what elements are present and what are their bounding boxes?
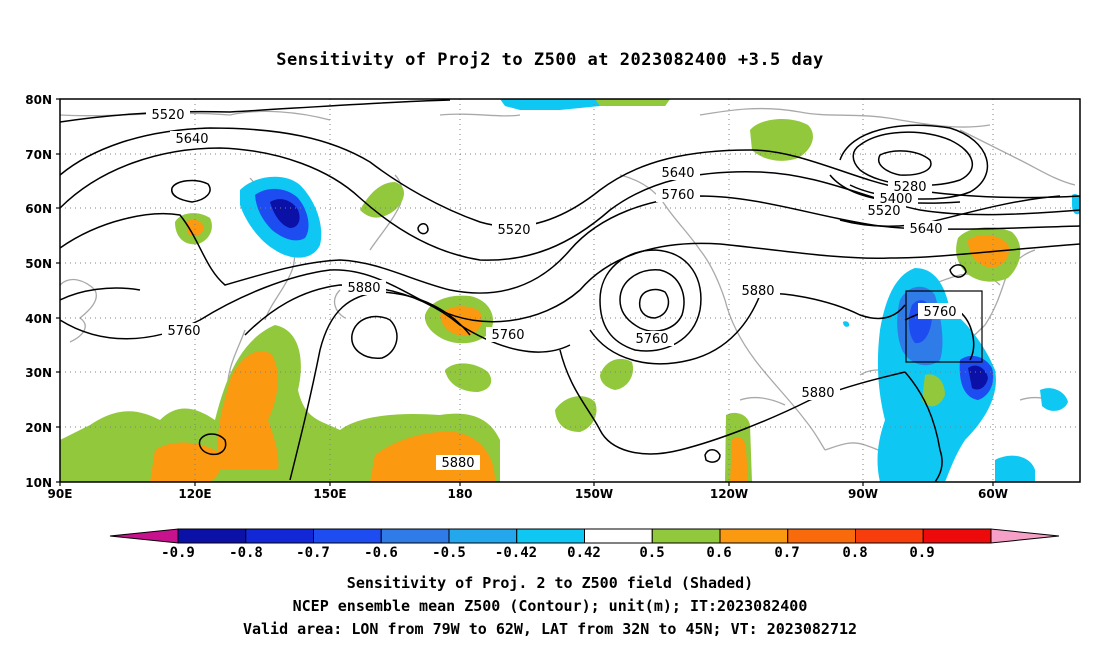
colorbar-label: -0.7 [296,545,330,561]
lat-label: 70N [25,148,52,162]
colorbar-label: -0.5 [432,545,466,561]
contour-label: 5520 [497,223,530,238]
lat-label: 60N [25,202,52,216]
colorbar-swatch [651,528,721,544]
contour-label: 5880 [347,281,380,296]
lon-label: 90W [848,487,878,501]
colorbar-label: 0.9 [909,545,934,561]
contour-label: 5760 [635,332,668,347]
z500-contours [60,99,1080,482]
colorbar-label: -0.42 [495,545,537,561]
lon-label: 120W [710,487,748,501]
caption-line-2: NCEP ensemble mean Z500 (Contour); unit(… [292,597,808,615]
map-frame [59,98,1081,483]
contour-label: 5640 [175,132,208,147]
lat-label: 50N [25,257,52,271]
colorbar-swatch [719,528,789,544]
graticule [60,99,1080,482]
colorbar-label: 0.7 [774,545,799,561]
caption-line-1: Sensitivity of Proj. 2 to Z500 field (Sh… [346,574,754,592]
lon-label: 150W [575,487,613,501]
lat-label: 30N [25,366,52,380]
colorbar-labels: -0.9 -0.8 -0.7 -0.6 -0.5 -0.42 0.42 0.5 … [161,545,935,561]
lon-label: 60W [978,487,1008,501]
colorbar-label: 0.5 [639,545,664,561]
colorbar-label: 0.6 [706,545,731,561]
axis-ticks [56,98,994,486]
contour-label: 5520 [867,204,900,219]
map-area: 5520 5640 5640 5760 5520 5280 5400 5520 … [60,99,1080,482]
colorbar-swatch [313,528,382,544]
colorbar-swatch [584,528,653,544]
map-title: Sensitivity of Proj2 to Z500 at 20230824… [276,50,824,70]
lon-labels: 90E 120E 150E 180 150W 120W 90W 60W [48,487,1008,501]
colorbar-swatch [516,528,585,544]
lon-label: 150E [313,487,346,501]
colorbar-swatch [787,528,856,544]
colorbar-swatch [245,528,314,544]
contour-label: 5640 [909,222,942,237]
contour-label-group: 5520 5640 5640 5760 5520 5280 5400 5520 … [146,107,962,471]
lon-label: 180 [447,487,472,501]
contour-label: 5760 [661,188,694,203]
colorbar-label: 0.42 [567,545,601,561]
lon-label: 120E [178,487,211,501]
colorbar-swatch [177,528,247,544]
valid-area-box [905,290,983,363]
contour-label: 5760 [923,305,956,320]
colorbar [109,528,1060,544]
colorbar-label: -0.8 [229,545,263,561]
caption-line-3: Valid area: LON from 79W to 62W, LAT fro… [242,620,858,638]
colorbar-label: 0.8 [842,545,867,561]
lat-label: 10N [25,476,52,490]
contour-label: 5520 [151,108,184,123]
contour-label: 5760 [167,324,200,339]
contour-label: 5760 [491,328,524,343]
contour-label: 5880 [741,284,774,299]
lat-labels: 80N 70N 60N 50N 40N 30N 20N 10N [25,93,52,490]
lat-label: 80N [25,93,52,107]
colorbar-label: -0.9 [161,545,195,561]
lon-label: 90E [48,487,73,501]
contour-label: 5880 [441,456,474,471]
colorbar-arrow-high [990,528,1060,544]
contour-label-5520-a: 5520 [146,107,190,123]
contour-label: 5640 [661,166,694,181]
colorbar-swatch [922,528,992,544]
colorbar-label: -0.6 [364,545,398,561]
colorbar-swatch [855,528,924,544]
lat-label: 40N [25,312,52,326]
sensitivity-shading [60,99,1080,482]
colorbar-arrow-low [109,528,179,544]
colorbar-swatch [380,528,450,544]
lat-label: 20N [25,421,52,435]
colorbar-swatch [448,528,518,544]
contour-label: 5880 [801,386,834,401]
